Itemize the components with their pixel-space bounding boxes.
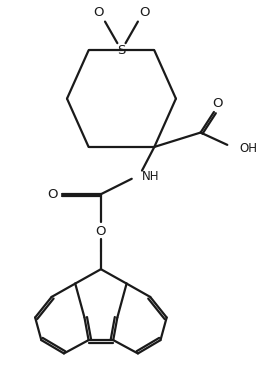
Text: OH: OH — [240, 142, 258, 156]
Text: NH: NH — [141, 170, 159, 183]
Text: O: O — [212, 97, 222, 110]
Text: O: O — [96, 225, 106, 238]
Text: O: O — [139, 6, 149, 19]
Text: O: O — [47, 188, 58, 201]
Text: O: O — [94, 6, 104, 19]
Text: S: S — [117, 44, 126, 57]
